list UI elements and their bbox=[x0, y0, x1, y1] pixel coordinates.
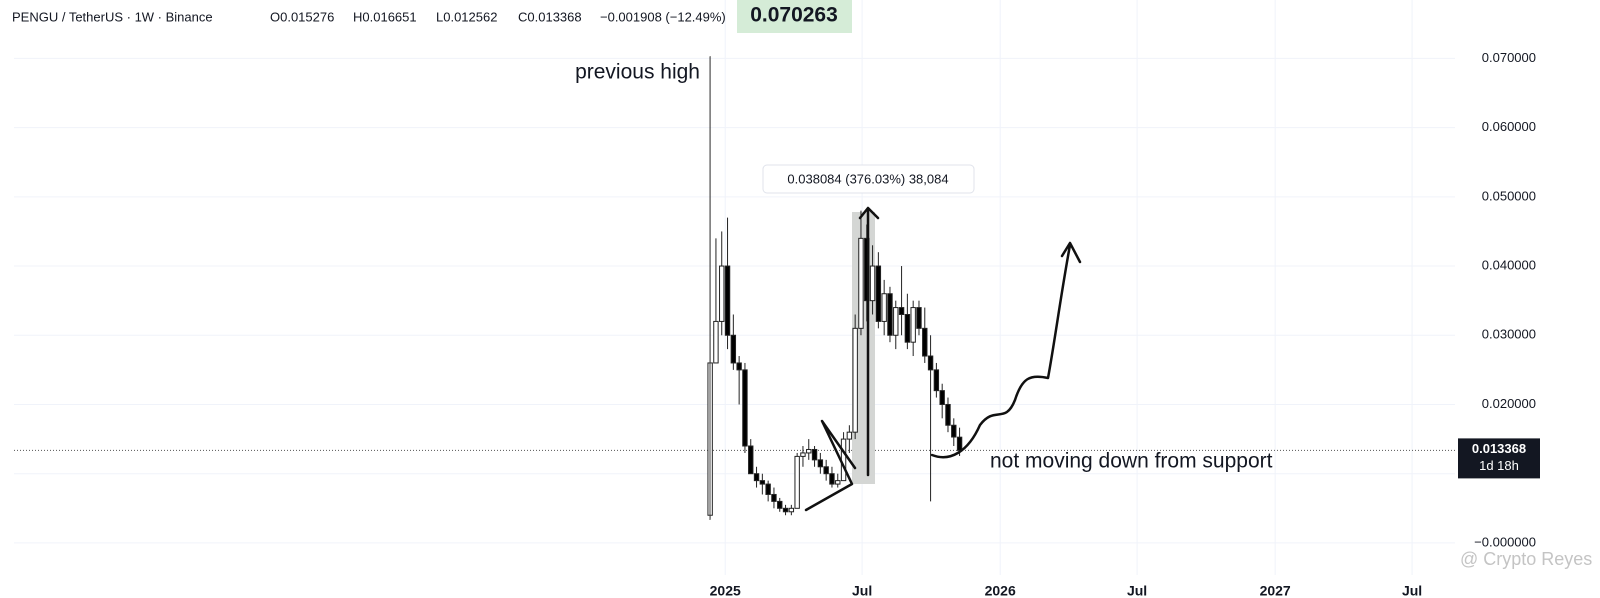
x-tick-label: Jul bbox=[1127, 583, 1147, 598]
candle-body bbox=[875, 265, 882, 322]
candle-body bbox=[852, 327, 858, 433]
candle-body bbox=[800, 452, 806, 457]
candle-body bbox=[753, 473, 760, 482]
measure-label: 0.038084 (376.03%) 38,084 bbox=[787, 171, 948, 186]
legend-symbol: PENGU / TetherUS · 1W · Binance bbox=[12, 9, 213, 24]
triangle-drawing bbox=[804, 419, 857, 512]
candle-body bbox=[782, 507, 789, 513]
grid bbox=[14, 0, 1455, 575]
candle-body bbox=[724, 265, 731, 336]
candle-body bbox=[887, 293, 893, 336]
candle-body bbox=[817, 459, 824, 468]
annotation: previous high bbox=[575, 61, 700, 84]
candle-body bbox=[846, 431, 853, 440]
candle-body bbox=[933, 369, 940, 392]
candle-body bbox=[922, 327, 928, 357]
candle-body bbox=[951, 424, 957, 438]
y-tick-label: 0.020000 bbox=[1482, 396, 1536, 411]
candle-body bbox=[945, 403, 951, 426]
candle-body bbox=[927, 355, 934, 371]
candle-body bbox=[742, 369, 748, 447]
candle-body bbox=[748, 445, 754, 475]
last-price-label: 0.013368 bbox=[1472, 441, 1526, 456]
candle-body bbox=[840, 438, 847, 482]
candle-body bbox=[788, 507, 795, 513]
watermark: @ Crypto Reyes bbox=[1460, 549, 1592, 569]
y-tick-label: 0.060000 bbox=[1482, 119, 1536, 134]
candle-body bbox=[869, 265, 876, 302]
candle-body bbox=[893, 307, 899, 336]
legend-change: −0.001908 (−12.49%) bbox=[600, 9, 726, 24]
candle-body bbox=[771, 493, 777, 502]
annotation: not moving down from support bbox=[990, 450, 1273, 473]
x-tick-label: 2025 bbox=[710, 583, 741, 598]
candle-body bbox=[736, 362, 742, 371]
axes: −0.0000000.0100000.0200000.0300000.04000… bbox=[710, 50, 1540, 598]
legend-high: H0.016651 bbox=[353, 9, 417, 24]
candle-body bbox=[916, 307, 922, 329]
x-tick-label: Jul bbox=[852, 583, 872, 598]
countdown: 1d 18h bbox=[1479, 458, 1519, 473]
y-tick-label: 0.040000 bbox=[1482, 257, 1536, 272]
high-marker-bg bbox=[737, 0, 852, 33]
candle-body bbox=[858, 237, 864, 329]
x-tick-label: 2027 bbox=[1260, 583, 1291, 598]
measure-tooltip bbox=[762, 164, 975, 194]
y-tick-label: 0.050000 bbox=[1482, 188, 1536, 203]
forecast-drawing bbox=[930, 241, 1082, 459]
candle-body bbox=[759, 480, 766, 485]
legend-close: C0.013368 bbox=[518, 9, 582, 24]
candle-body bbox=[835, 480, 841, 485]
candle-body bbox=[898, 307, 905, 315]
candle-body bbox=[910, 307, 916, 343]
candle-body bbox=[904, 313, 911, 343]
measure-arrow bbox=[858, 206, 880, 477]
x-tick-label: Jul bbox=[1402, 583, 1422, 598]
candle-body bbox=[806, 448, 812, 454]
candle-body bbox=[765, 483, 771, 495]
candle-body bbox=[939, 390, 945, 405]
candle-body bbox=[730, 334, 737, 364]
candle-body bbox=[777, 500, 783, 509]
y-tick-label: 0.070000 bbox=[1482, 50, 1536, 65]
candle-body bbox=[794, 455, 800, 509]
last-price-box bbox=[1458, 438, 1540, 479]
legend-open: O0.015276 bbox=[270, 9, 334, 24]
candle-body bbox=[823, 466, 829, 475]
candle-body bbox=[719, 265, 725, 322]
candle-body bbox=[811, 448, 818, 461]
candle-body bbox=[713, 320, 719, 364]
high-marker: 0.070263 bbox=[750, 4, 838, 27]
y-tick-label: −0.000000 bbox=[1474, 534, 1536, 549]
candle-body bbox=[881, 293, 887, 322]
y-tick-label: 0.030000 bbox=[1482, 327, 1536, 342]
x-tick-label: 2026 bbox=[985, 583, 1016, 598]
legend-low: L0.012562 bbox=[436, 9, 497, 24]
candle-body bbox=[829, 473, 835, 485]
candle-body bbox=[956, 436, 963, 451]
